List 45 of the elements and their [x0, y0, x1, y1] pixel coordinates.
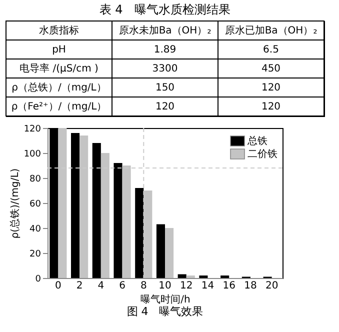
text: ρ（Fe²⁺）/（mg/L）	[11, 102, 107, 112]
y-tick-label: 120	[24, 124, 42, 134]
bar	[71, 133, 80, 278]
caption: 图 4 曝气效果	[126, 305, 204, 318]
category-label: 原水未加Ba（OH）₂	[118, 24, 212, 36]
y-tick-label: 80	[30, 174, 42, 184]
x-tick-label: 20	[265, 280, 278, 292]
text: pH	[52, 44, 66, 56]
text: 电导率 /(μS/cm )	[20, 62, 99, 74]
x-tick-label: 0	[54, 280, 62, 292]
y-tick-label: 60	[30, 200, 42, 210]
x-tick-label: 2	[76, 280, 83, 292]
category-label: 原水已加Ba（OH）₂	[224, 24, 318, 36]
y-axis-title: ρ(总铁)/(mg/L)	[8, 168, 21, 239]
x-tick-label: 4	[98, 280, 104, 292]
text: 450	[261, 64, 281, 74]
legend-label: 总铁	[246, 135, 268, 147]
x-tick-label: 6	[119, 280, 126, 292]
bar	[156, 224, 165, 278]
x-tick-label: 14	[201, 280, 214, 292]
y-tick-label: 20	[30, 250, 42, 260]
legend-label: 二价铁	[248, 148, 278, 160]
text: 表 4 曝气水质检测结果	[99, 2, 231, 16]
x-tick-label: 10	[158, 280, 172, 292]
y-tick-label: 40	[30, 224, 42, 234]
text: 120	[261, 102, 281, 112]
text: 6.5	[263, 44, 279, 56]
x-tick-label: 18	[244, 280, 257, 292]
text: 120	[261, 82, 281, 94]
bar	[135, 188, 144, 278]
x-tick-label: 16	[222, 280, 236, 292]
bar	[165, 228, 174, 278]
x-axis-title: 曝气时间/h	[140, 294, 190, 306]
text: 150	[155, 82, 175, 94]
bar	[114, 163, 122, 278]
text: 120	[155, 102, 175, 112]
x-tick-label: 8	[140, 280, 147, 292]
y-tick-label: 100	[24, 150, 42, 160]
x-tick-label: 12	[180, 280, 193, 292]
bar	[178, 274, 186, 278]
bar	[92, 143, 101, 278]
text: 3300	[152, 64, 178, 74]
text: ρ（总铁）/（mg/L）	[12, 82, 106, 94]
category-label: 水质指标	[39, 24, 79, 36]
text: 1.89	[154, 44, 176, 56]
